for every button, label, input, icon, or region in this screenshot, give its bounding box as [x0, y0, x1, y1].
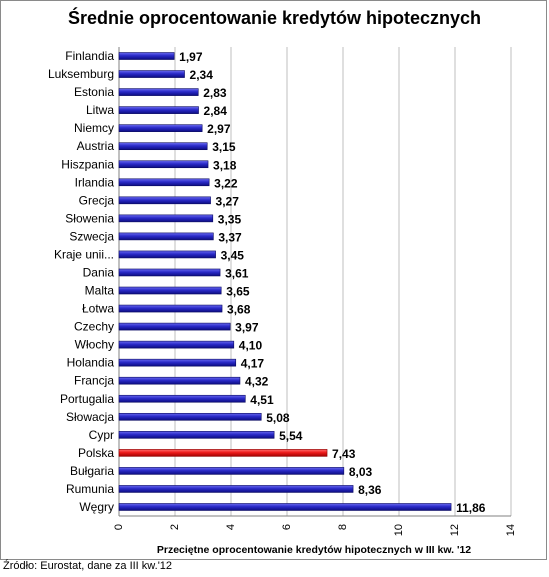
value-label: 7,43 [332, 447, 356, 461]
value-label: 3,97 [235, 321, 259, 335]
value-label: 3,65 [226, 285, 250, 299]
category-label: Czechy [74, 320, 114, 334]
value-label: 3,68 [227, 303, 251, 317]
category-label: Francja [74, 374, 114, 388]
x-tick-label: 14 [505, 524, 517, 536]
bar [118, 467, 345, 475]
category-label: Węgry [79, 500, 114, 514]
bar [118, 340, 235, 349]
x-tick-label: 2 [169, 524, 181, 530]
bar [118, 160, 209, 169]
bar [118, 52, 175, 60]
value-label: 3,37 [218, 230, 242, 244]
category-label: Łotwa [82, 302, 114, 316]
value-label: 3,27 [216, 194, 240, 208]
value-label: 1,97 [179, 50, 203, 64]
bar [118, 88, 199, 96]
x-axis-title: Przeciętne oprocentowanie kredytów hipot… [157, 544, 471, 556]
x-tick-label: 0 [113, 524, 125, 530]
source-note: Źródło: Eurostat, dane za III kw.'12 [3, 560, 173, 572]
category-label: Rumunia [66, 482, 114, 496]
value-label: 5,54 [279, 429, 303, 443]
category-label: Niemcy [74, 121, 114, 135]
bar [118, 431, 275, 439]
category-label: Szwecja [69, 229, 114, 243]
bar-highlight [118, 449, 328, 457]
bar-chart: Finlandia 1,97 Luksemburg 2,34 Estonia 2,83 Li… [48, 47, 517, 556]
value-label: 5,08 [266, 411, 290, 425]
category-label: Luksemburg [48, 67, 114, 81]
bar [118, 214, 214, 223]
x-tick-label: 10 [393, 524, 405, 536]
bar [118, 268, 221, 277]
bar [118, 124, 203, 132]
category-label: Bułgaria [70, 464, 114, 478]
value-label: 3,61 [225, 266, 249, 280]
bar [118, 70, 185, 78]
bar [118, 376, 241, 385]
category-label: Grecja [79, 193, 115, 207]
category-label: Malta [85, 284, 115, 298]
bar [118, 503, 452, 511]
value-label: 4,51 [250, 393, 274, 407]
category-label: Dania [83, 265, 115, 279]
x-tick-label: 6 [281, 524, 293, 530]
category-label: Holandia [67, 356, 115, 370]
value-label: 8,03 [349, 465, 373, 479]
chart-title: Średnie oprocentowanie kredytów hipotecz… [67, 8, 482, 28]
value-label: 2,84 [204, 104, 228, 118]
bar [118, 142, 208, 151]
value-label: 3,45 [221, 248, 245, 262]
bar [118, 412, 262, 421]
category-label: Finlandia [65, 49, 114, 63]
value-label: 4,10 [239, 339, 263, 353]
x-tick-label: 12 [449, 524, 461, 536]
value-label: 2,83 [203, 86, 227, 100]
category-label: Polska [78, 446, 114, 460]
value-label: 11,86 [456, 501, 486, 515]
category-label: Włochy [75, 338, 114, 352]
value-label: 4,32 [245, 375, 269, 389]
category-label: Portugalia [60, 392, 114, 406]
category-label: Cypr [89, 428, 114, 442]
value-label: 3,22 [214, 176, 238, 190]
value-label: 3,18 [213, 158, 237, 172]
value-label: 8,36 [358, 483, 382, 497]
category-label: Estonia [74, 85, 114, 99]
category-label: Słowenia [65, 211, 114, 225]
chart-frame [0, 0, 547, 560]
category-label: Hiszpania [61, 157, 114, 171]
bar [118, 232, 214, 241]
bar [118, 394, 246, 403]
bar [118, 250, 216, 259]
value-label: 2,34 [190, 68, 214, 82]
category-label: Irlandia [75, 175, 115, 189]
value-label: 2,97 [207, 122, 231, 136]
x-tick-label: 4 [225, 524, 237, 530]
category-label: Austria [77, 139, 115, 153]
bar [118, 304, 223, 313]
bar [118, 196, 211, 205]
value-label: 3,15 [212, 140, 236, 154]
bar [118, 358, 237, 367]
bar [118, 322, 231, 331]
bar [118, 286, 222, 295]
x-tick-label: 8 [337, 524, 349, 530]
value-label: 3,35 [218, 212, 242, 226]
bar [118, 485, 354, 493]
bar [118, 178, 210, 187]
value-label: 4,17 [241, 357, 265, 371]
bar [118, 106, 199, 114]
category-label: Litwa [86, 103, 114, 117]
category-label: Kraje unii... [54, 247, 114, 261]
category-label: Słowacja [66, 410, 114, 424]
